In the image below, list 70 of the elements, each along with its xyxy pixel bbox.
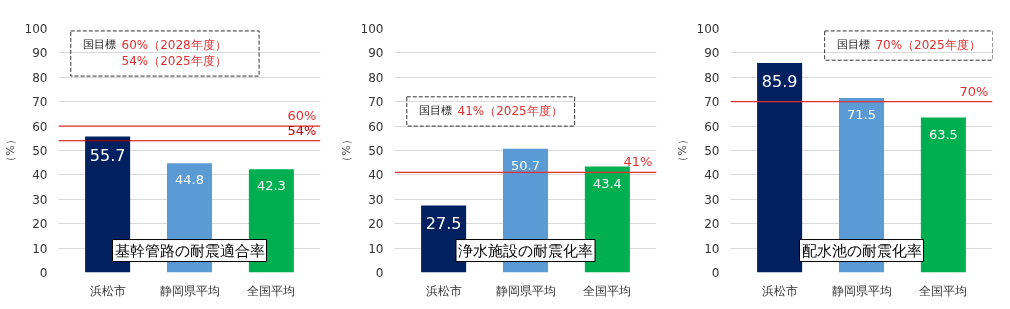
x-tick-label: 静岡県平均: [831, 283, 892, 298]
y-tick-label: 30: [368, 192, 384, 207]
y-tick-label: 80: [368, 70, 384, 85]
y-tick-label: 50: [704, 144, 720, 158]
y-tick-label: 90: [704, 46, 720, 61]
y-tick-label: 40: [704, 168, 720, 183]
y-tick-label: 50: [32, 144, 48, 158]
y-tick-label: 60: [704, 119, 720, 134]
y-tick-label: 0: [711, 266, 720, 280]
ref-line-label: 54%: [287, 122, 317, 138]
y-tick-label: 70: [368, 95, 384, 110]
annotation: 国目標: [836, 38, 870, 52]
annotation: 41%（2025年度）: [457, 104, 563, 119]
data-label: 85.9: [761, 71, 798, 91]
y-tick-label: 90: [32, 46, 48, 61]
x-tick-label: 浜松市: [761, 283, 798, 298]
y-tick-label: 80: [32, 70, 48, 85]
y-tick-label: 40: [368, 168, 384, 183]
y-tick-label: 80: [704, 70, 720, 85]
y-tick-label: 70: [704, 95, 720, 110]
y-tick-label: 10: [32, 241, 48, 256]
y-tick-label: 70: [32, 95, 48, 110]
y-tick-label: 60: [368, 119, 384, 134]
data-label: 55.7: [89, 145, 126, 165]
y-tick-label: 100: [360, 22, 384, 36]
ref-line-label: 60%: [287, 108, 317, 124]
ref-line-label: 70%: [959, 83, 989, 99]
data-label: 71.5: [847, 107, 876, 123]
y-tick-label: 20: [32, 217, 48, 232]
y-axis-title: （%）: [339, 134, 353, 167]
y-tick-label: 100: [696, 22, 720, 36]
y-tick-label: 30: [32, 192, 48, 207]
x-tick-label: 全国平均: [583, 283, 632, 298]
text: 基幹管路の耐震適合率: [114, 241, 265, 260]
data-label: 27.5: [425, 214, 462, 234]
annotation: 70%（2025年度）: [875, 38, 981, 53]
x-tick-label: 浜松市: [425, 283, 462, 298]
ref-line-label: 41%: [623, 154, 653, 170]
annotation: 60%（2028年度）: [121, 38, 227, 53]
annotation: 国目標: [419, 104, 453, 118]
y-axis-title: （%）: [3, 134, 17, 167]
data-label: 42.3: [256, 178, 286, 194]
x-tick-label: 静岡県平均: [159, 283, 220, 298]
annotation: 国目標: [83, 38, 117, 52]
y-tick-label: 50: [368, 144, 384, 158]
bar: [920, 117, 966, 273]
x-tick-label: 浜松市: [89, 283, 126, 298]
y-tick-label: 10: [704, 241, 720, 256]
data-label: 43.4: [592, 175, 622, 191]
data-label: 50.7: [511, 157, 540, 173]
bar: [757, 62, 803, 273]
y-axis-title: （%）: [675, 134, 689, 167]
x-tick-label: 全国平均: [247, 283, 296, 298]
y-tick-label: 90: [368, 46, 384, 61]
y-tick-label: 20: [704, 217, 720, 232]
y-tick-label: 20: [368, 217, 384, 232]
y-tick-label: 0: [39, 266, 48, 280]
y-tick-label: 30: [704, 192, 720, 207]
y-tick-label: 40: [32, 168, 48, 183]
y-tick-label: 100: [24, 22, 48, 36]
text: 浄水施設の耐震化率: [458, 241, 593, 260]
y-tick-label: 0: [375, 266, 384, 280]
x-tick-label: 全国平均: [919, 283, 968, 298]
y-tick-label: 60: [32, 119, 48, 134]
data-label: 63.5: [928, 126, 958, 142]
data-label: 44.8: [175, 172, 204, 188]
text: 配水池の耐震化率: [801, 241, 922, 260]
y-tick-label: 10: [368, 241, 384, 256]
x-tick-label: 静岡県平均: [495, 283, 556, 298]
annotation: 54%（2025年度）: [121, 54, 227, 69]
